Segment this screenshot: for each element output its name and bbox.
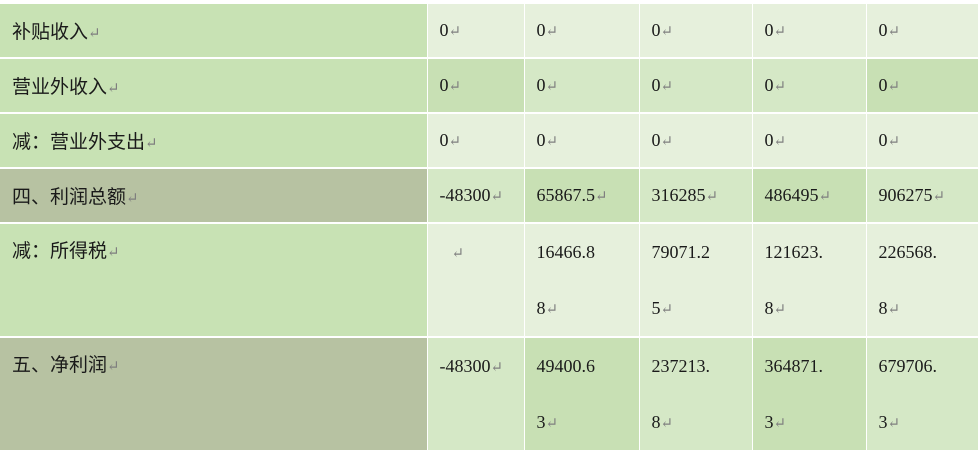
row-label: 减：营业外支出↵ xyxy=(0,113,428,169)
table-cell: 0↵ xyxy=(524,58,640,114)
table-row: 补贴收入↵ 0↵ 0↵ 0↵ 0↵ 0↵ xyxy=(0,4,978,59)
table-cell: 0↵ xyxy=(752,113,867,169)
row-label: 补贴收入↵ xyxy=(0,4,428,59)
table-cell: -48300↵ xyxy=(427,168,525,224)
table-cell: 0↵ xyxy=(427,4,525,59)
table-row: 营业外收入↵ 0↵ 0↵ 0↵ 0↵ 0↵ xyxy=(0,58,978,114)
table-cell: 65867.5↵ xyxy=(524,168,640,224)
table-cell: ↵ xyxy=(427,223,525,338)
table-row: 四、利润总额↵ -48300↵ 65867.5↵ 316285↵ 486495↵… xyxy=(0,168,978,224)
table-cell: 79071.2 5↵ xyxy=(639,223,753,338)
row-label: 减：所得税↵ xyxy=(0,223,428,338)
table-cell: 0↵ xyxy=(752,4,867,59)
table-cell: 0↵ xyxy=(427,58,525,114)
table-cell: 0↵ xyxy=(866,58,978,114)
financial-table: 补贴收入↵ 0↵ 0↵ 0↵ 0↵ 0↵ 营业外收入↵ 0↵ 0↵ 0↵ 0↵ … xyxy=(0,4,978,452)
table-cell: 121623. 8↵ xyxy=(752,223,867,338)
table-cell: 0↵ xyxy=(866,4,978,59)
table-cell: 0↵ xyxy=(639,4,753,59)
table-cell: 364871. 3↵ xyxy=(752,337,867,452)
table-cell: 0↵ xyxy=(524,4,640,59)
table-cell: 906275↵ xyxy=(866,168,978,224)
table-cell: 0↵ xyxy=(639,58,753,114)
table-cell: 486495↵ xyxy=(752,168,867,224)
table-row: 减：营业外支出↵ 0↵ 0↵ 0↵ 0↵ 0↵ xyxy=(0,113,978,169)
table-cell: 16466.8 8↵ xyxy=(524,223,640,338)
row-label: 四、利润总额↵ xyxy=(0,168,428,224)
table-cell: 0↵ xyxy=(524,113,640,169)
table-cell: 0↵ xyxy=(639,113,753,169)
table-cell: 226568. 8↵ xyxy=(866,223,978,338)
table-cell: 679706. 3↵ xyxy=(866,337,978,452)
table-cell: 316285↵ xyxy=(639,168,753,224)
table-cell: -48300↵ xyxy=(427,337,525,452)
table-row: 五、净利润↵ -48300↵ 49400.6 3↵ 237213. 8↵ 36487… xyxy=(0,337,978,452)
table-cell: 0↵ xyxy=(866,113,978,169)
table-cell: 49400.6 3↵ xyxy=(524,337,640,452)
table-row: 减：所得税↵ ↵ 16466.8 8↵ 79071.2 5↵ 121623. 8↵ 2… xyxy=(0,223,978,338)
row-label: 五、净利润↵ xyxy=(0,337,428,452)
table-cell: 237213. 8↵ xyxy=(639,337,753,452)
table-cell: 0↵ xyxy=(752,58,867,114)
table-cell: 0↵ xyxy=(427,113,525,169)
row-label: 营业外收入↵ xyxy=(0,58,428,114)
